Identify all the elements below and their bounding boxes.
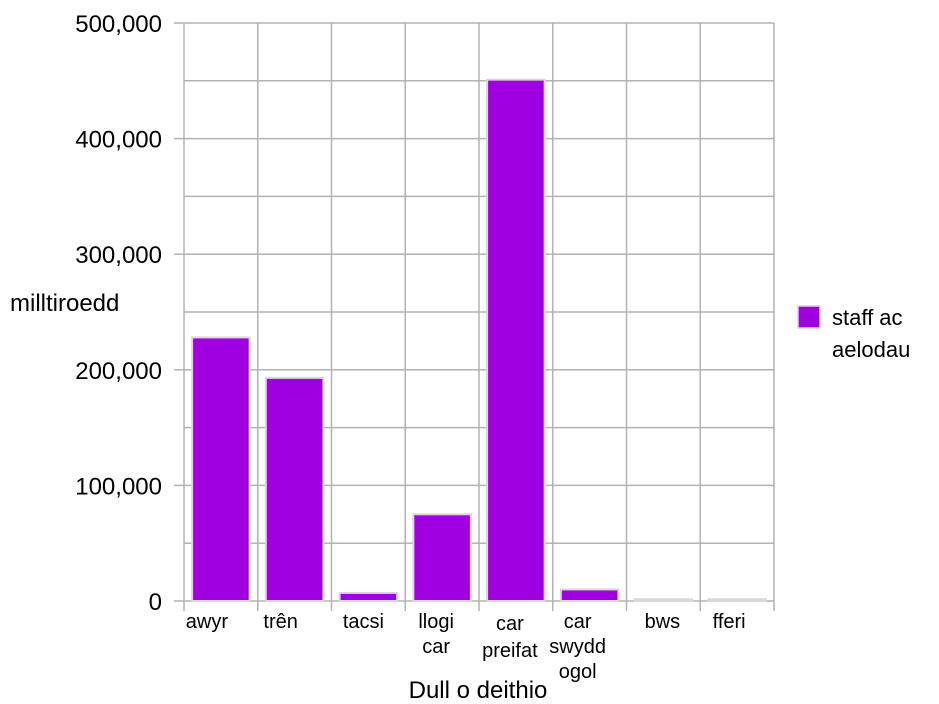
x-tick-label: car xyxy=(496,613,524,635)
y-axis-title: milltiroedd xyxy=(10,290,119,317)
labels: 0 100,000 200,000 300,000 400,000 500,000 awyr… xyxy=(10,11,746,704)
x-tick-label: car xyxy=(564,611,592,633)
x-tick-label: ogol xyxy=(559,661,597,683)
bar xyxy=(264,376,325,602)
legend-label: staff ac xyxy=(832,305,903,330)
legend: staff ac aelodau xyxy=(797,305,910,362)
bar xyxy=(707,598,767,602)
y-tick-label: 300,000 xyxy=(75,242,162,269)
bar xyxy=(191,336,251,602)
axes xyxy=(174,22,775,611)
y-tick-label: 100,000 xyxy=(75,473,162,500)
bar xyxy=(559,588,620,603)
x-tick-label: awyr xyxy=(186,611,229,633)
y-tick-label: 0 xyxy=(149,589,162,616)
bar xyxy=(633,598,694,602)
x-tick-label: bws xyxy=(645,611,681,633)
y-tick-label: 500,000 xyxy=(75,11,162,38)
x-tick-label: trên xyxy=(263,611,297,633)
grid xyxy=(183,22,775,602)
x-axis-title: Dull o deithio xyxy=(409,677,548,704)
x-tick-label: car xyxy=(422,636,450,658)
y-tick-label: 200,000 xyxy=(75,358,162,385)
x-tick-label: tacsi xyxy=(343,611,384,633)
x-tick-label: fferi xyxy=(713,611,746,633)
x-tick-label: preifat xyxy=(482,640,538,662)
legend-label: aelodau xyxy=(832,337,910,362)
legend-swatch xyxy=(797,305,821,329)
bar xyxy=(486,78,546,603)
bars xyxy=(191,78,767,603)
bar xyxy=(338,591,399,603)
y-tick-label: 400,000 xyxy=(75,127,162,154)
x-tick-label: llogi xyxy=(418,611,454,633)
x-tick-label: swydd xyxy=(549,636,606,658)
bar xyxy=(412,513,472,602)
